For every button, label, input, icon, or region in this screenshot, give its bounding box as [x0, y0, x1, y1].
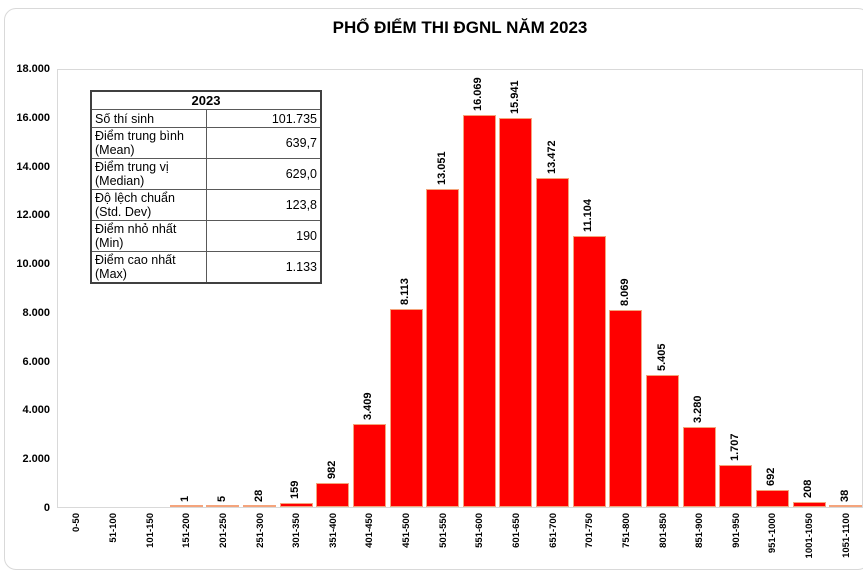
bar-value-label: 15.941 [508, 80, 521, 115]
x-axis-label: 1001-1050 [804, 513, 816, 559]
x-axis-label: 751-800 [620, 513, 632, 548]
histogram-bar [462, 115, 496, 507]
bar-value-label: 692 [765, 467, 778, 487]
table-row: Số thí sinh 101.735 [90, 109, 322, 128]
histogram-bar [169, 505, 203, 507]
x-axis-label: 101-150 [144, 513, 156, 548]
table-row: Độ lệch chuẩn (Std. Dev) 123,8 [90, 189, 322, 221]
x-axis-label: 301-350 [291, 513, 303, 548]
bar-value-label: 8.113 [399, 278, 412, 306]
stat-label: Điểm trung bình (Mean) [90, 127, 207, 159]
histogram-bar [499, 118, 533, 507]
x-axis-label: 251-300 [254, 513, 266, 548]
histogram-bar [426, 188, 460, 507]
x-axis-label: 801-850 [657, 513, 669, 548]
bar-value-label: 13.472 [545, 140, 558, 175]
bar-value-label: 13.051 [435, 151, 448, 185]
x-axis-label: 651-700 [547, 513, 559, 548]
histogram-bar [389, 309, 423, 507]
stats-table: 2023 Số thí sinh 101.735 Điểm trung bình… [90, 90, 322, 284]
stat-value: 190 [205, 220, 322, 252]
bar-value-label: 982 [325, 460, 338, 480]
x-axis-label: 151-200 [181, 513, 193, 548]
histogram-bar [829, 505, 863, 507]
histogram-bar [572, 236, 606, 507]
x-axis-label: 0-50 [71, 513, 83, 533]
bar-value-label: 5.405 [655, 343, 668, 372]
table-row: Điểm trung vị (Median) 629,0 [90, 158, 322, 190]
histogram-bar [646, 375, 679, 507]
stat-label: Điểm trung vị (Median) [90, 158, 207, 190]
y-tick-label: 6.000 [22, 355, 50, 368]
y-tick-label: 2.000 [22, 453, 50, 466]
y-tick-label: 18.000 [16, 63, 50, 75]
y-tick-label: 0 [43, 502, 50, 514]
y-tick-label: 16.000 [16, 111, 50, 124]
bar-value-label: 1.707 [728, 433, 741, 462]
x-axis-label: 451-500 [401, 513, 413, 548]
x-axis-label: 951-1000 [767, 513, 779, 554]
bar-value-label: 16.069 [472, 77, 485, 112]
x-axis-label: 401-450 [364, 513, 376, 548]
x-axis-label: 901-950 [730, 513, 742, 548]
histogram-bar [719, 465, 753, 507]
stat-value: 639,7 [205, 127, 322, 159]
histogram-bar [352, 423, 386, 507]
x-axis-label: 851-900 [694, 513, 706, 548]
histogram-bar [316, 483, 350, 507]
stat-label: Số thí sinh [90, 109, 207, 128]
bar-value-label: 28 [252, 489, 265, 502]
chart-title: PHỔ ĐIỂM THI ĐGNL NĂM 2023 [332, 18, 588, 37]
bar-value-label: 38 [838, 489, 851, 502]
y-tick-label: 8.000 [22, 306, 50, 319]
x-axis-label: 601-650 [510, 513, 522, 548]
x-axis-label: 701-750 [584, 513, 596, 548]
y-tick-label: 4.000 [22, 404, 50, 417]
x-axis-label: 551-600 [474, 513, 486, 548]
bar-value-label: 3.280 [692, 395, 705, 423]
bar-value-label: 5 [215, 495, 228, 502]
stat-value: 101.735 [205, 109, 322, 128]
y-tick-label: 10.000 [16, 258, 50, 271]
bar-value-label: 159 [289, 480, 302, 500]
histogram-bar [755, 490, 789, 507]
histogram-bar [243, 505, 276, 507]
stat-label: Độ lệch chuẩn (Std. Dev) [90, 189, 207, 221]
x-axis-label: 351-400 [327, 513, 339, 548]
histogram-bar [682, 427, 716, 507]
table-row: Điểm nhỏ nhất (Min) 190 [90, 220, 322, 252]
histogram-bar [279, 503, 313, 507]
table-row: Điểm cao nhất (Max) 1.133 [90, 251, 322, 284]
y-tick-label: 12.000 [16, 209, 50, 222]
stats-table-header: 2023 [90, 90, 322, 110]
x-axis-label: 1051-1100 [840, 513, 852, 558]
stat-value: 1.133 [205, 251, 322, 284]
stat-label: Điểm nhỏ nhất (Min) [90, 220, 207, 252]
x-axis-label: 501-550 [437, 513, 449, 548]
bar-value-label: 11.104 [582, 199, 595, 233]
stat-label: Điểm cao nhất (Max) [90, 251, 207, 284]
x-axis-label: 51-100 [107, 513, 119, 543]
bar-value-label: 8.069 [618, 278, 631, 307]
histogram-bar [536, 178, 570, 507]
stat-value: 123,8 [205, 189, 322, 221]
bar-value-label: 1 [179, 495, 192, 502]
table-row: Điểm trung bình (Mean) 639,7 [90, 127, 322, 159]
histogram-bar [792, 501, 826, 507]
y-tick-label: 14.000 [16, 160, 50, 173]
histogram-bar [609, 310, 643, 507]
x-axis-label: 201-250 [217, 513, 229, 548]
histogram-bar [206, 505, 240, 507]
bar-value-label: 208 [802, 479, 815, 498]
stat-value: 629,0 [205, 158, 322, 190]
bar-value-label: 3.409 [362, 392, 375, 420]
